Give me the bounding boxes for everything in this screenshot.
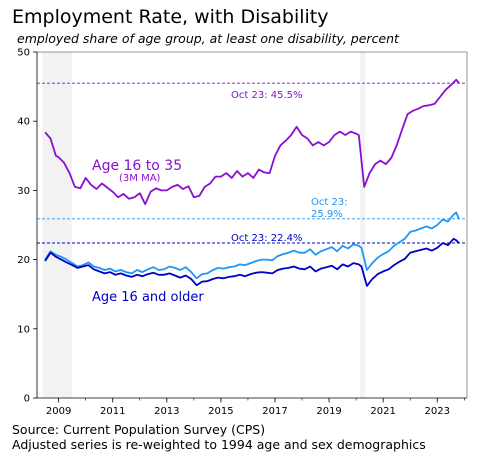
x-tick-label-2023: 2023 bbox=[425, 406, 450, 417]
series-note-age16to35: (3M MA) bbox=[119, 173, 161, 184]
series-label-age16to35: Age 16 to 35 bbox=[92, 158, 182, 174]
reference-label-age16older: Oct 23: 22.4% bbox=[231, 233, 303, 244]
x-tick-label-2013: 2013 bbox=[154, 406, 179, 417]
chart-title: Employment Rate, with Disability bbox=[12, 6, 329, 28]
x-tick-label-2015: 2015 bbox=[208, 406, 233, 417]
x-tick-label-2011: 2011 bbox=[100, 406, 125, 417]
chart-subtitle: employed share of age group, at least on… bbox=[17, 31, 399, 46]
series-line-age16to35 bbox=[44, 78, 460, 206]
y-tick-label-0: 0 bbox=[24, 394, 30, 405]
reference-label-adjusted-line1: Oct 23: bbox=[311, 197, 348, 208]
x-tick-label-2017: 2017 bbox=[262, 406, 287, 417]
series-line-adjusted bbox=[44, 211, 460, 280]
source-note: Source: Current Population Survey (CPS) bbox=[12, 422, 266, 437]
x-tick-label-2009: 2009 bbox=[46, 406, 71, 417]
y-tick-label-20: 20 bbox=[17, 255, 30, 266]
recession-shade-0 bbox=[42, 52, 73, 398]
adjustment-note: Adjusted series is re-weighted to 1994 a… bbox=[12, 437, 426, 452]
y-tick-label-30: 30 bbox=[17, 186, 30, 197]
reference-label-adjusted-line2: 25.9% bbox=[311, 209, 343, 220]
y-tick-label-50: 50 bbox=[17, 48, 30, 59]
x-tick-label-2021: 2021 bbox=[370, 406, 395, 417]
x-tick-label-2019: 2019 bbox=[316, 406, 341, 417]
series-label-age16older: Age 16 and older bbox=[92, 290, 204, 305]
series-line-age16older bbox=[44, 237, 460, 287]
reference-label-age16to35: Oct 23: 45.5% bbox=[231, 90, 303, 101]
y-tick-label-40: 40 bbox=[17, 117, 30, 128]
y-tick-label-10: 10 bbox=[17, 324, 30, 335]
recession-shade-1 bbox=[360, 52, 366, 398]
